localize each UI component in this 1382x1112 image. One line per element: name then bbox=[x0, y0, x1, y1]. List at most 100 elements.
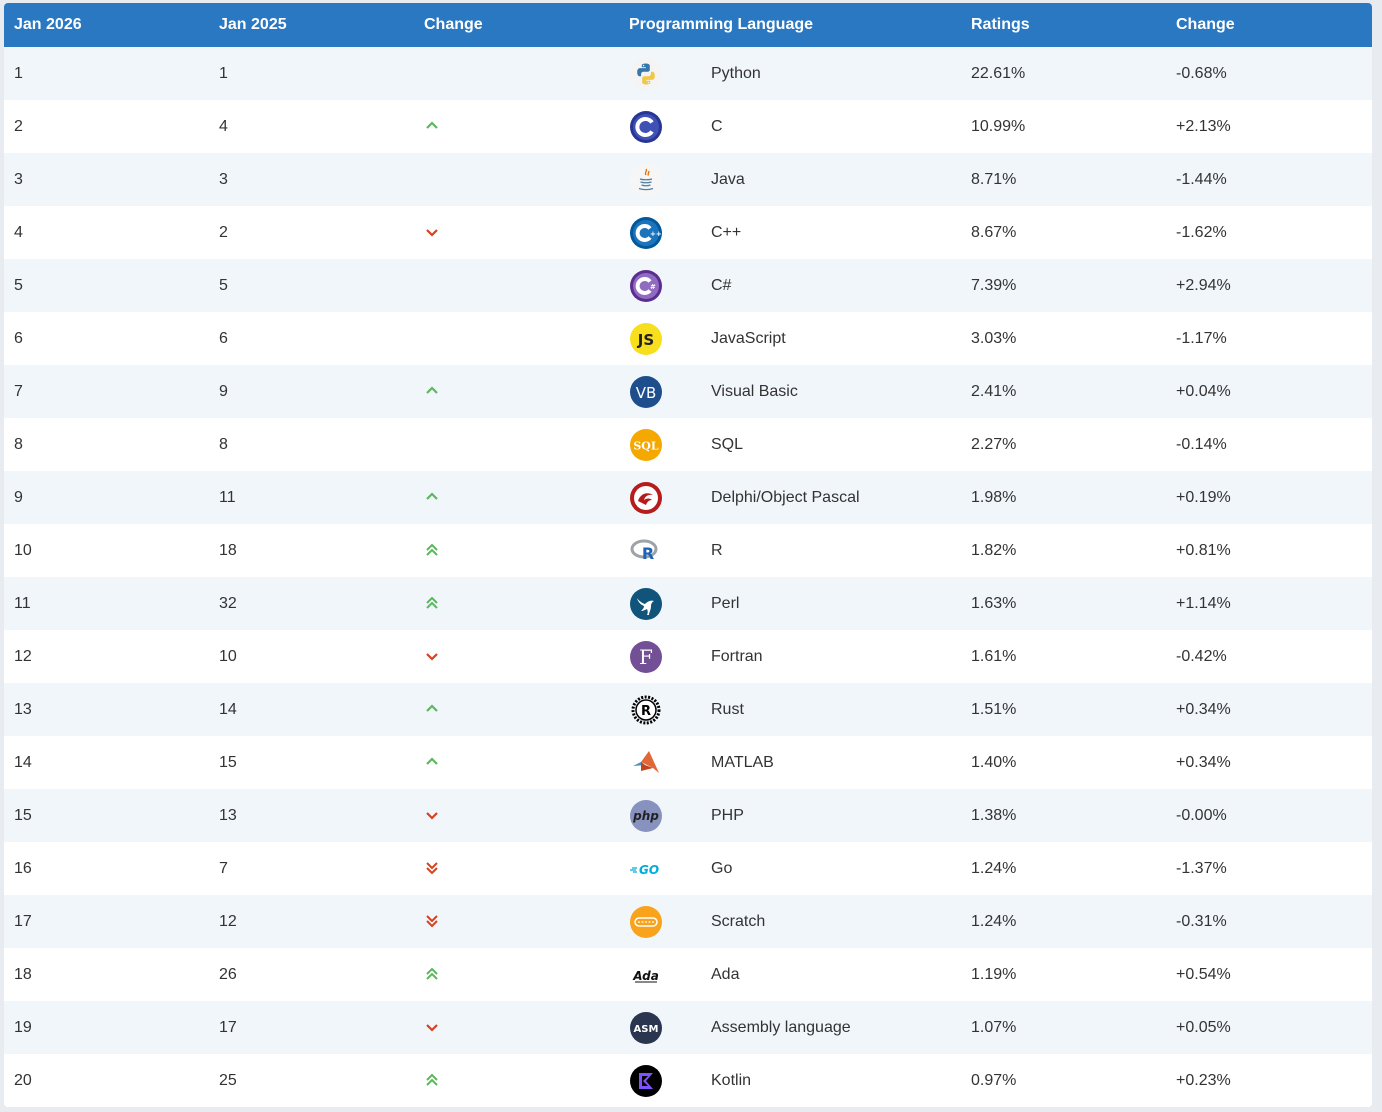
rank-change-cell bbox=[414, 259, 619, 312]
rank-2025-cell: 5 bbox=[219, 276, 228, 294]
rank-2026-cell: 2 bbox=[14, 117, 23, 135]
rating-cell: 10.99% bbox=[971, 117, 1026, 135]
rating-change-cell: -0.00% bbox=[1176, 806, 1227, 824]
rank-2026-cell: 20 bbox=[14, 1071, 32, 1089]
rank-2025-cell: 18 bbox=[219, 541, 237, 559]
rating-change-cell: +0.34% bbox=[1176, 700, 1231, 718]
language-cell: ++ C++ bbox=[619, 206, 961, 259]
rating-cell: 22.61% bbox=[971, 64, 1026, 82]
language-cell: GO Go bbox=[619, 842, 961, 895]
visual-basic-logo-icon: VB bbox=[630, 375, 662, 408]
rank-2025-cell: 9 bbox=[219, 382, 228, 400]
r-logo-icon: R bbox=[630, 539, 658, 563]
rank-change-cell bbox=[414, 471, 619, 524]
trend-down-icon bbox=[426, 229, 438, 237]
trend-up-icon bbox=[426, 492, 438, 501]
language-cell: Java bbox=[619, 153, 961, 206]
table-row: 6 6 JS JavaScript 3.03% -1.17% bbox=[4, 312, 1372, 365]
table-row: 12 10 F Fortran 1.61% -0.42% bbox=[4, 630, 1372, 683]
ranking-table-container: Jan 2026 Jan 2025 Change Programming Lan… bbox=[4, 3, 1372, 1107]
trend-double-up-icon bbox=[426, 967, 438, 980]
table-row: 13 14 R Rust 1.51% +0.34% bbox=[4, 683, 1372, 736]
rank-2026-cell: 10 bbox=[14, 541, 32, 559]
table-row: 9 11 Delphi/Object Pascal 1.98% +0.19% bbox=[4, 471, 1372, 524]
assembly-logo-icon: ASM bbox=[630, 1011, 662, 1044]
rating-change-cell: +0.04% bbox=[1176, 382, 1231, 400]
language-cell: C bbox=[619, 100, 961, 153]
rank-change-cell bbox=[414, 418, 619, 471]
table-row: 19 17 ASM Assembly language 1.07% +0.05% bbox=[4, 1001, 1372, 1054]
language-name: Fortran bbox=[711, 647, 763, 665]
go-logo-icon: GO bbox=[630, 863, 659, 877]
rating-change-cell: +2.13% bbox=[1176, 117, 1231, 135]
rating-change-cell: -0.31% bbox=[1176, 912, 1227, 930]
rating-change-cell: +0.54% bbox=[1176, 965, 1231, 983]
rank-2025-cell: 1 bbox=[219, 64, 228, 82]
rank-2026-cell: 19 bbox=[14, 1018, 32, 1036]
svg-text:++: ++ bbox=[650, 230, 662, 238]
rank-change-cell bbox=[414, 842, 619, 895]
rating-cell: 1.51% bbox=[971, 700, 1017, 718]
rank-2025-cell: 25 bbox=[219, 1071, 237, 1089]
table-row: 20 25 Kotlin 0.97% +0.23% bbox=[4, 1054, 1372, 1107]
rating-cell: 8.67% bbox=[971, 223, 1017, 241]
language-cell: # C# bbox=[619, 259, 961, 312]
trend-up-icon bbox=[426, 121, 438, 130]
rank-2025-cell: 15 bbox=[219, 753, 237, 771]
language-cell: Delphi/Object Pascal bbox=[619, 471, 961, 524]
rank-2026-cell: 9 bbox=[14, 488, 23, 506]
rating-change-cell: -1.17% bbox=[1176, 329, 1227, 347]
table-row: 10 18 R R 1.82% +0.81% bbox=[4, 524, 1372, 577]
table-header-row: Jan 2026 Jan 2025 Change Programming Lan… bbox=[4, 3, 1372, 47]
rank-change-cell bbox=[414, 577, 619, 630]
language-cell: JS JavaScript bbox=[619, 312, 961, 365]
rank-change-cell bbox=[414, 1001, 619, 1054]
language-cell: Ada Ada bbox=[619, 948, 961, 1001]
rating-change-cell: +0.05% bbox=[1176, 1018, 1231, 1036]
rust-logo-icon: R bbox=[631, 695, 661, 724]
rank-2025-cell: 13 bbox=[219, 806, 237, 824]
trend-up-icon bbox=[426, 757, 438, 766]
rating-change-cell: +0.23% bbox=[1176, 1071, 1231, 1089]
svg-text:R: R bbox=[642, 544, 654, 563]
c-logo-icon bbox=[630, 110, 662, 143]
svg-text:Ada: Ada bbox=[632, 969, 659, 983]
table-row: 8 8 SQL SQL 2.27% -0.14% bbox=[4, 418, 1372, 471]
trend-double-up-icon bbox=[426, 596, 438, 609]
language-name: Go bbox=[711, 859, 733, 877]
ada-logo-icon: Ada bbox=[632, 969, 659, 983]
table-row: 5 5 # C# 7.39% +2.94% bbox=[4, 259, 1372, 312]
table-row: 18 26 Ada Ada 1.19% +0.54% bbox=[4, 948, 1372, 1001]
language-name: Kotlin bbox=[711, 1071, 752, 1089]
svg-text:VB: VB bbox=[636, 384, 657, 402]
rank-2025-cell: 7 bbox=[219, 859, 228, 877]
rank-change-cell bbox=[414, 1054, 619, 1107]
svg-text:ASM: ASM bbox=[634, 1024, 659, 1035]
language-name: Ada bbox=[711, 965, 740, 983]
language-name: Perl bbox=[711, 594, 740, 612]
language-cell: F Fortran bbox=[619, 630, 961, 683]
rank-2025-cell: 6 bbox=[219, 329, 228, 347]
rating-change-cell: -0.14% bbox=[1176, 435, 1227, 453]
language-name: Delphi/Object Pascal bbox=[711, 488, 860, 506]
svg-text:JS: JS bbox=[637, 331, 654, 349]
matlab-logo-icon bbox=[633, 750, 659, 773]
rank-2026-cell: 11 bbox=[14, 594, 31, 612]
rank-2026-cell: 8 bbox=[14, 435, 23, 453]
trend-double-up-icon bbox=[426, 543, 438, 556]
csharp-logo-icon: # bbox=[630, 269, 662, 302]
rank-2026-cell: 17 bbox=[14, 912, 32, 930]
rank-2026-cell: 7 bbox=[14, 382, 23, 400]
perl-logo-icon bbox=[630, 587, 662, 620]
table-row: 16 7 GO Go 1.24% -1.37% bbox=[4, 842, 1372, 895]
header-rank-change: Change bbox=[424, 16, 483, 33]
rank-change-cell bbox=[414, 524, 619, 577]
trend-double-down-icon bbox=[426, 862, 438, 875]
language-cell: php PHP bbox=[619, 789, 961, 842]
rating-cell: 0.97% bbox=[971, 1071, 1017, 1089]
rank-2025-cell: 32 bbox=[219, 594, 237, 612]
svg-text:php: php bbox=[632, 809, 659, 823]
language-name: Assembly language bbox=[711, 1018, 851, 1036]
rank-2025-cell: 10 bbox=[219, 647, 237, 665]
rating-change-cell: +2.94% bbox=[1176, 276, 1231, 294]
